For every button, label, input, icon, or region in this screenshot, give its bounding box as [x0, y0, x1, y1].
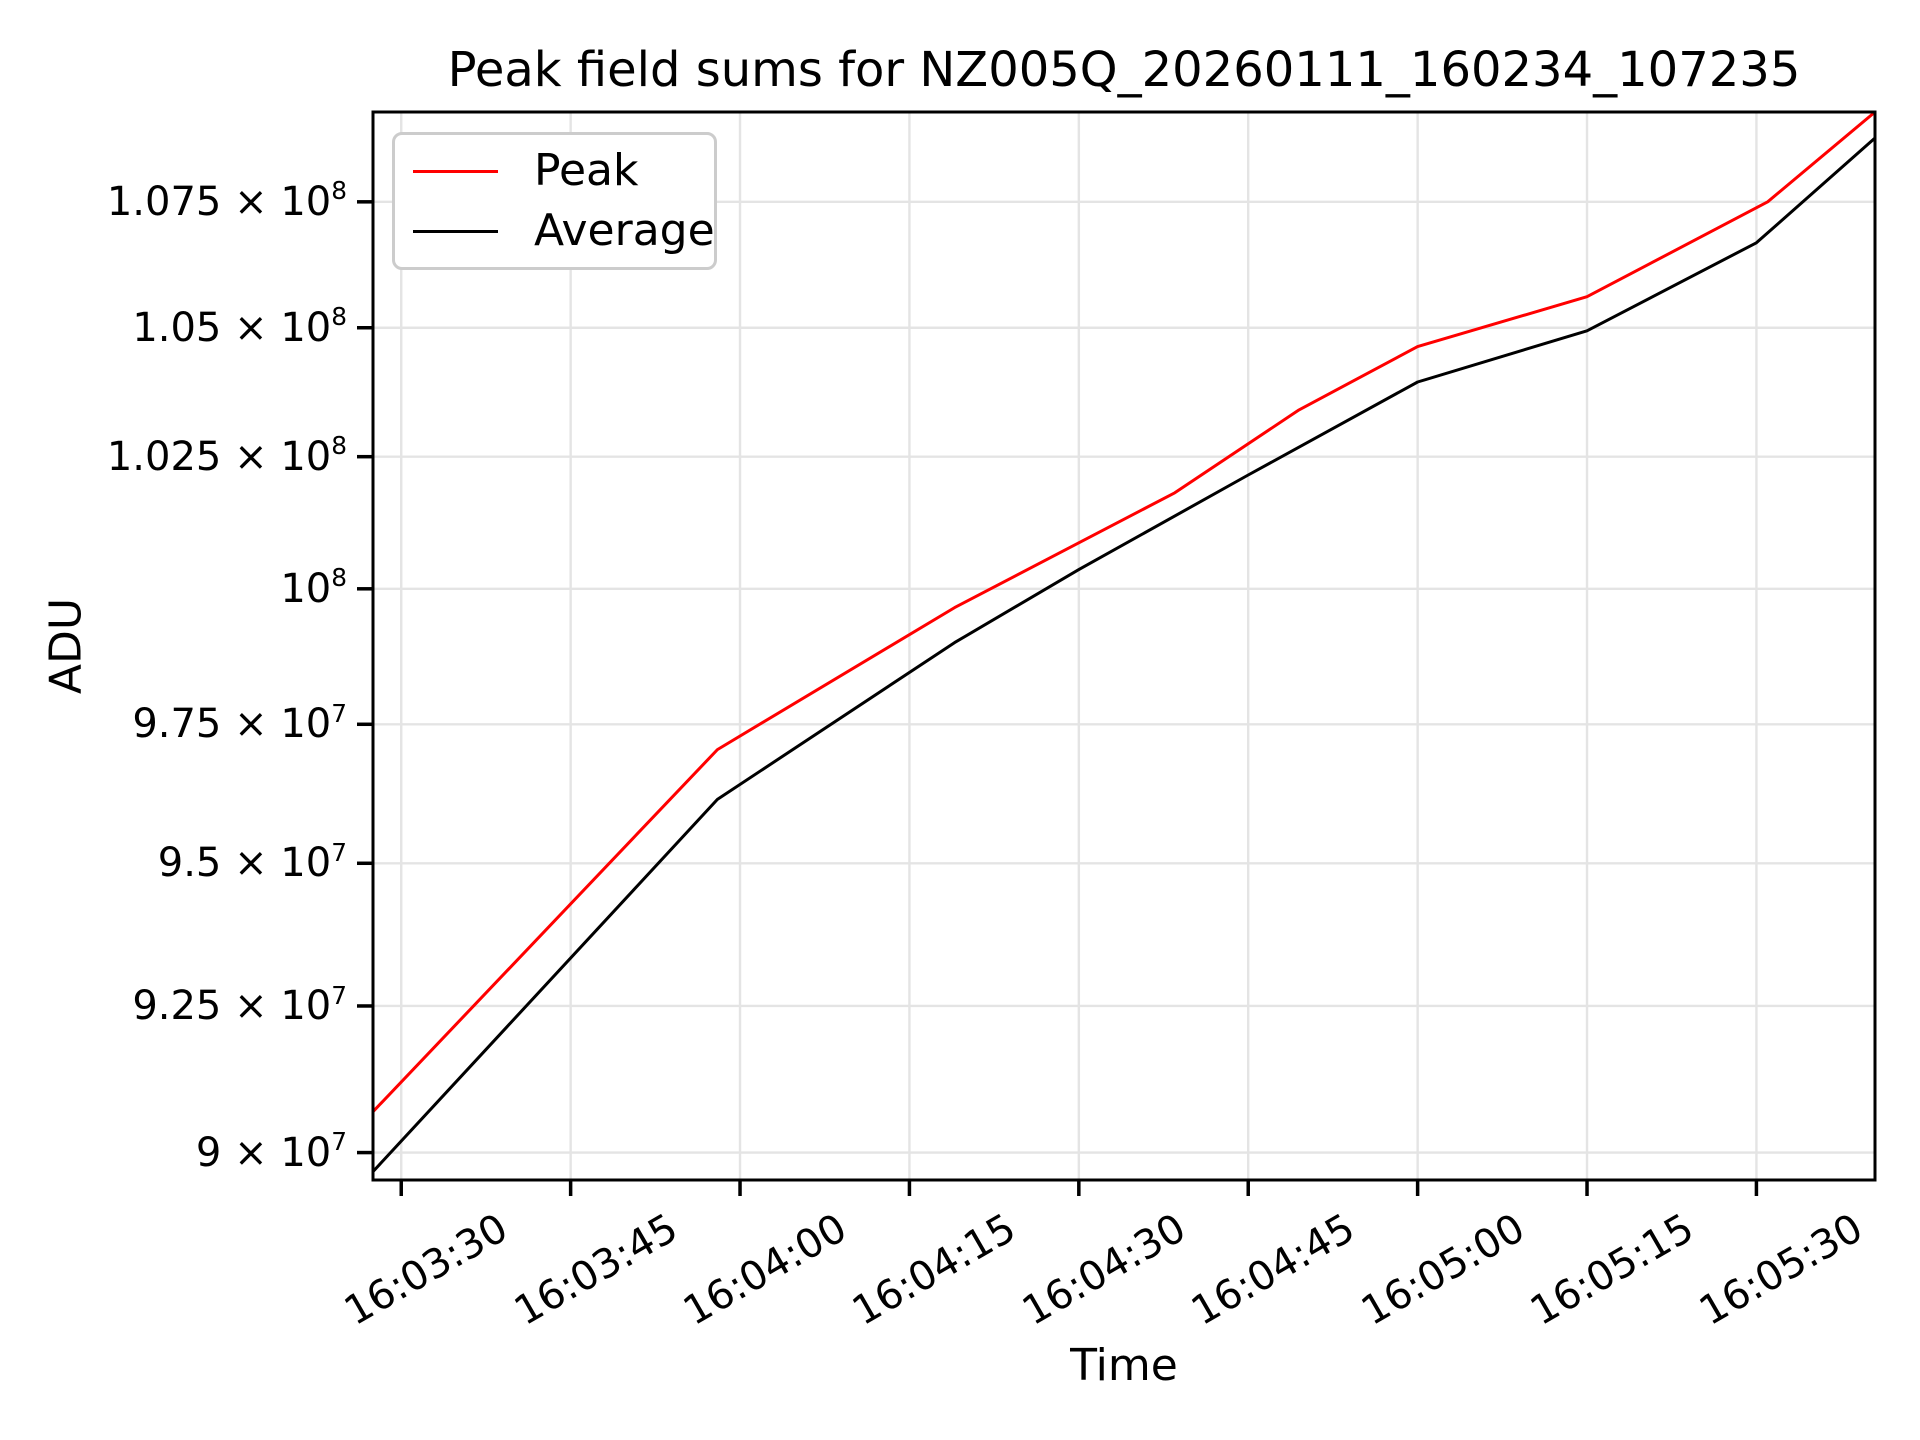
- legend-item-average: Average: [395, 205, 715, 256]
- legend-label: Average: [534, 205, 715, 256]
- y-tick-label: 108: [280, 563, 347, 612]
- peak-line: [371, 110, 1876, 1113]
- y-tick-label: 1.075 × 108: [106, 176, 347, 225]
- legend-line-sample-peak: [413, 169, 498, 173]
- y-tick-label: 9.25 × 107: [132, 980, 347, 1029]
- legend-item-peak: Peak: [395, 149, 714, 193]
- legend: Peak Average: [392, 132, 717, 270]
- chart-title: Peak field sums for NZ005Q_20260111_1602…: [447, 42, 1801, 98]
- axes-frame: [371, 110, 1877, 1182]
- y-tick-label: 9.5 × 107: [157, 837, 347, 887]
- y-tick-label: 9 × 107: [195, 1127, 347, 1176]
- legend-line-sample-average: [413, 229, 498, 233]
- average-line: [371, 136, 1876, 1173]
- legend-label: Peak: [534, 145, 639, 196]
- y-tick-label: 9.75 × 107: [132, 698, 347, 748]
- y-tick-label: 1.025 × 108: [106, 431, 347, 480]
- y-tick-label: 1.05 × 108: [132, 302, 347, 351]
- x-axis-label: Time: [1070, 1340, 1178, 1391]
